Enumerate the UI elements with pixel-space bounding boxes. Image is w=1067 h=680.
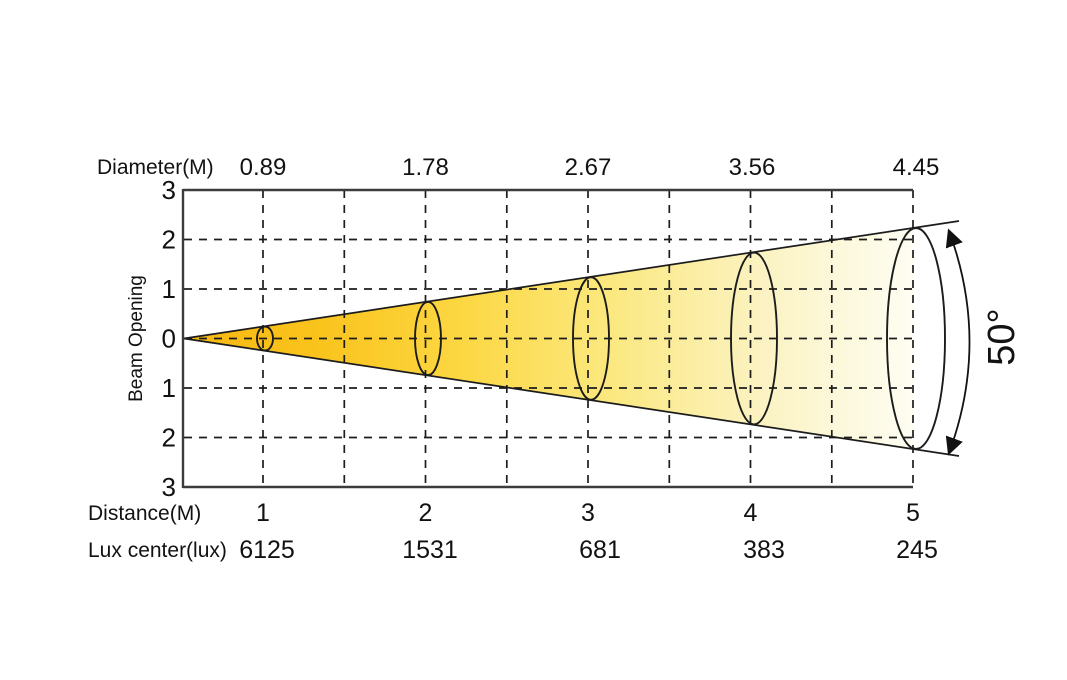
diameter-value-1: 0.89 bbox=[240, 154, 287, 181]
diameter-value-5: 4.45 bbox=[893, 154, 940, 181]
beam-angle-label: 50° bbox=[981, 308, 1023, 365]
top-axis-label: Diameter(M) bbox=[97, 156, 214, 179]
lux-value-5: 245 bbox=[896, 536, 938, 564]
axis-frame bbox=[181, 188, 913, 489]
lux-row-label: Lux center(lux) bbox=[88, 539, 227, 562]
gridlines bbox=[184, 190, 914, 487]
x-axis-label: Distance(M) bbox=[88, 502, 201, 525]
diameter-value-4: 3.56 bbox=[729, 154, 776, 181]
lux-value-1: 6125 bbox=[239, 536, 295, 564]
diameter-value-3: 2.67 bbox=[565, 154, 612, 181]
distance-value-1: 1 bbox=[256, 499, 270, 527]
beam-ellipse-d1 bbox=[256, 325, 274, 352]
y-tick-1-bottom: 1 bbox=[162, 373, 176, 403]
y-axis-label: Beam Opening bbox=[126, 275, 147, 402]
distance-value-4: 4 bbox=[744, 499, 758, 527]
beam-ellipse-d3 bbox=[572, 276, 610, 401]
lux-value-2: 1531 bbox=[402, 536, 458, 564]
y-tick-2-bottom: 2 bbox=[162, 423, 176, 453]
beam-ellipse-d2 bbox=[414, 300, 442, 377]
y-tick-3-bottom: 3 bbox=[162, 472, 176, 502]
distance-value-2: 2 bbox=[419, 499, 433, 527]
y-tick-1-top: 1 bbox=[162, 274, 176, 304]
y-tick-3-top: 3 bbox=[162, 175, 176, 205]
beam-ellipse-d4 bbox=[730, 251, 778, 426]
y-tick-0: 0 bbox=[162, 324, 176, 354]
distance-value-5: 5 bbox=[906, 499, 920, 527]
beam-ellipse-d5 bbox=[886, 227, 946, 450]
lux-value-4: 383 bbox=[743, 536, 785, 564]
lux-value-3: 681 bbox=[579, 536, 621, 564]
diameter-value-2: 1.78 bbox=[402, 154, 449, 181]
y-tick-2-top: 2 bbox=[162, 225, 176, 255]
beam-angle-arc-arrow bbox=[945, 228, 971, 456]
distance-value-3: 3 bbox=[581, 499, 595, 527]
beam-cone-edges bbox=[183, 220, 960, 457]
